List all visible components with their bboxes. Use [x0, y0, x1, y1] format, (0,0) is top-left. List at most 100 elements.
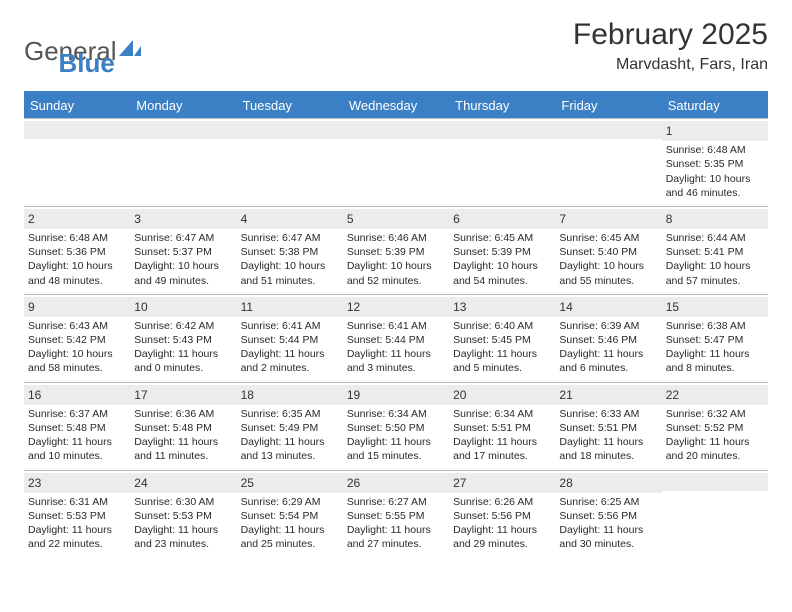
location: Marvdasht, Fars, Iran: [573, 56, 768, 74]
day-detail: Daylight: 11 hours and 3 minutes.: [347, 347, 445, 375]
day-number: 12: [343, 297, 449, 317]
day-detail: Sunset: 5:43 PM: [134, 333, 232, 347]
day-number: 11: [237, 297, 343, 317]
day-detail: Sunset: 5:45 PM: [453, 333, 551, 347]
weekday-header: Thursday: [449, 93, 555, 118]
day-number: 10: [130, 297, 236, 317]
day-cell: 12 Sunrise: 6:41 AMSunset: 5:44 PMDayligh…: [343, 295, 449, 382]
day-detail: Sunset: 5:49 PM: [241, 421, 339, 435]
weekday-header: Tuesday: [237, 93, 343, 118]
day-number: 25: [237, 473, 343, 493]
day-detail: Daylight: 10 hours and 49 minutes.: [134, 259, 232, 287]
day-number: 8: [662, 209, 768, 229]
title-block: February 2025 Marvdasht, Fars, Iran: [573, 18, 768, 74]
day-number: 7: [555, 209, 661, 229]
week-row: 1Sunrise: 6:48 AMSunset: 5:35 PMDaylight…: [24, 118, 768, 206]
day-detail: Daylight: 11 hours and 25 minutes.: [241, 523, 339, 551]
day-detail: Daylight: 11 hours and 27 minutes.: [347, 523, 445, 551]
day-detail: Daylight: 11 hours and 11 minutes.: [134, 435, 232, 463]
day-detail: Sunrise: 6:29 AM: [241, 495, 339, 509]
day-cell: 2Sunrise: 6:48 AMSunset: 5:36 PMDaylight…: [24, 207, 130, 294]
day-number: 5: [343, 209, 449, 229]
calendar: SundayMondayTuesdayWednesdayThursdayFrid…: [24, 91, 768, 557]
day-number: 16: [24, 385, 130, 405]
weekday-row: SundayMondayTuesdayWednesdayThursdayFrid…: [24, 93, 768, 118]
day-detail: Sunset: 5:56 PM: [453, 509, 551, 523]
day-detail: Sunrise: 6:41 AM: [347, 319, 445, 333]
day-number: [130, 121, 236, 139]
day-detail: Sunset: 5:35 PM: [666, 157, 764, 171]
day-cell: [237, 119, 343, 206]
day-number: 2: [24, 209, 130, 229]
month-title: February 2025: [573, 18, 768, 52]
day-detail: Sunset: 5:41 PM: [666, 245, 764, 259]
day-detail: Sunset: 5:54 PM: [241, 509, 339, 523]
day-detail: Daylight: 11 hours and 2 minutes.: [241, 347, 339, 375]
day-detail: Sunset: 5:55 PM: [347, 509, 445, 523]
day-cell: 16Sunrise: 6:37 AMSunset: 5:48 PMDayligh…: [24, 383, 130, 470]
day-detail: Sunrise: 6:34 AM: [453, 407, 551, 421]
day-detail: Daylight: 11 hours and 18 minutes.: [559, 435, 657, 463]
weekday-header: Sunday: [24, 93, 130, 118]
day-cell: [662, 471, 768, 558]
day-number: 9: [24, 297, 130, 317]
day-number: 3: [130, 209, 236, 229]
day-detail: Sunset: 5:51 PM: [453, 421, 551, 435]
day-cell: 25 Sunrise: 6:29 AMSunset: 5:54 PMDayligh…: [237, 471, 343, 558]
day-cell: 21Sunrise: 6:33 AMSunset: 5:51 PMDayligh…: [555, 383, 661, 470]
week-row: 9Sunrise: 6:43 AMSunset: 5:42 PMDaylight…: [24, 294, 768, 382]
day-detail: Daylight: 10 hours and 58 minutes.: [28, 347, 126, 375]
day-cell: 8Sunrise: 6:44 AMSunset: 5:41 PMDaylight…: [662, 207, 768, 294]
day-cell: [449, 119, 555, 206]
day-number: [24, 121, 130, 139]
logo-text-b: Blue: [59, 48, 115, 79]
day-detail: Sunrise: 6:35 AM: [241, 407, 339, 421]
day-cell: 19Sunrise: 6:34 AMSunset: 5:50 PMDayligh…: [343, 383, 449, 470]
day-detail: Daylight: 10 hours and 46 minutes.: [666, 172, 764, 200]
day-detail: Daylight: 11 hours and 0 minutes.: [134, 347, 232, 375]
day-detail: Sunset: 5:48 PM: [28, 421, 126, 435]
weeks-grid: 1Sunrise: 6:48 AMSunset: 5:35 PMDaylight…: [24, 118, 768, 557]
day-detail: Sunrise: 6:48 AM: [28, 231, 126, 245]
day-detail: Daylight: 11 hours and 10 minutes.: [28, 435, 126, 463]
logo-sail-icon: [119, 40, 141, 56]
week-row: 23Sunrise: 6:31 AMSunset: 5:53 PMDayligh…: [24, 470, 768, 558]
day-number: 20: [449, 385, 555, 405]
day-number: 26: [343, 473, 449, 493]
day-detail: Daylight: 10 hours and 48 minutes.: [28, 259, 126, 287]
day-cell: [130, 119, 236, 206]
day-cell: 18Sunrise: 6:35 AMSunset: 5:49 PMDayligh…: [237, 383, 343, 470]
day-cell: [555, 119, 661, 206]
day-detail: Sunset: 5:37 PM: [134, 245, 232, 259]
day-detail: Sunrise: 6:41 AM: [241, 319, 339, 333]
header: General Blue February 2025 Marvdasht, Fa…: [24, 18, 768, 79]
day-number: [343, 121, 449, 139]
day-detail: Sunrise: 6:47 AM: [134, 231, 232, 245]
weekday-header: Saturday: [662, 93, 768, 118]
day-detail: Daylight: 10 hours and 52 minutes.: [347, 259, 445, 287]
day-cell: 5Sunrise: 6:46 AMSunset: 5:39 PMDaylight…: [343, 207, 449, 294]
weekday-header: Monday: [130, 93, 236, 118]
day-cell: 1Sunrise: 6:48 AMSunset: 5:35 PMDaylight…: [662, 119, 768, 206]
day-detail: Sunset: 5:39 PM: [453, 245, 551, 259]
day-number: [662, 473, 768, 491]
day-detail: Daylight: 10 hours and 51 minutes.: [241, 259, 339, 287]
day-cell: 17Sunrise: 6:36 AMSunset: 5:48 PMDayligh…: [130, 383, 236, 470]
day-detail: Daylight: 11 hours and 8 minutes.: [666, 347, 764, 375]
weekday-header: Wednesday: [343, 93, 449, 118]
day-cell: 27Sunrise: 6:26 AMSunset: 5:56 PMDayligh…: [449, 471, 555, 558]
day-detail: Sunrise: 6:42 AM: [134, 319, 232, 333]
day-detail: Sunrise: 6:33 AM: [559, 407, 657, 421]
day-detail: Sunset: 5:50 PM: [347, 421, 445, 435]
day-number: [237, 121, 343, 139]
day-detail: Sunrise: 6:26 AM: [453, 495, 551, 509]
day-cell: 26Sunrise: 6:27 AMSunset: 5:55 PMDayligh…: [343, 471, 449, 558]
day-detail: Sunset: 5:44 PM: [347, 333, 445, 347]
day-number: 28: [555, 473, 661, 493]
day-detail: Sunset: 5:53 PM: [28, 509, 126, 523]
day-number: 21: [555, 385, 661, 405]
day-number: [555, 121, 661, 139]
day-cell: 9Sunrise: 6:43 AMSunset: 5:42 PMDaylight…: [24, 295, 130, 382]
day-cell: 14Sunrise: 6:39 AMSunset: 5:46 PMDayligh…: [555, 295, 661, 382]
day-detail: Sunrise: 6:38 AM: [666, 319, 764, 333]
